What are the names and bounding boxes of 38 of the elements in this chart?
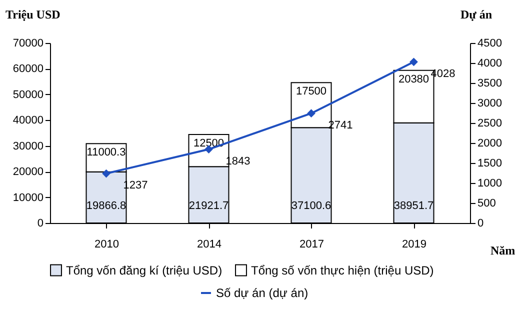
y2-tick-label: 4500: [478, 38, 502, 50]
y-axis-title: Triệu USD: [6, 8, 61, 22]
x-axis-title: Năm: [490, 244, 516, 258]
data-label: 17500: [296, 86, 327, 98]
y2-tick-label: 2000: [478, 138, 502, 150]
x-tick-label: 2019: [402, 238, 426, 250]
y-tick-label: 20000: [12, 166, 44, 178]
y2-tick-label: 0: [478, 218, 484, 230]
point: [102, 169, 110, 178]
point: [410, 58, 418, 66]
y2-tick-label: 2500: [478, 118, 502, 130]
y-tick-label: 60000: [12, 63, 44, 76]
y-tick-label: 50000: [12, 88, 44, 101]
data-label: 37100.6: [291, 200, 332, 212]
y-tick-label: 40000: [12, 114, 44, 127]
y-tick-label: 0: [37, 218, 44, 230]
legend-label: Tổng số vốn thực hiện (triệu USD): [251, 263, 434, 278]
x-tick-label: 2010: [94, 238, 119, 250]
y2-tick-label: 1500: [478, 158, 502, 170]
x-tick-label: 2014: [197, 238, 222, 250]
y2-tick-label: 1000: [478, 178, 502, 190]
y-tick-label: 70000: [12, 38, 44, 50]
x-tick-label: 2017: [300, 238, 324, 250]
data-label: 19866.8: [86, 200, 126, 212]
legend-label: Số dự án (dự án): [216, 286, 308, 300]
point: [307, 109, 316, 118]
y2-tick-label: 3000: [478, 98, 502, 110]
data-label: 11000.3: [86, 146, 126, 159]
y-tick-label: 30000: [12, 140, 44, 152]
legend-label: Tổng vốn đăng kí (triệu USD): [66, 263, 222, 278]
y-tick-label: 10000: [12, 192, 44, 204]
y2-tick-label: 500: [478, 198, 496, 210]
y2-tick-label: 3500: [478, 78, 502, 90]
y2-axis-title: Dự án: [460, 8, 492, 22]
data-label: 20380: [398, 73, 430, 86]
data-label: 21921.7: [188, 200, 229, 212]
y2-tick-label: 4000: [478, 58, 502, 70]
data-label: 38951.7: [394, 200, 434, 212]
